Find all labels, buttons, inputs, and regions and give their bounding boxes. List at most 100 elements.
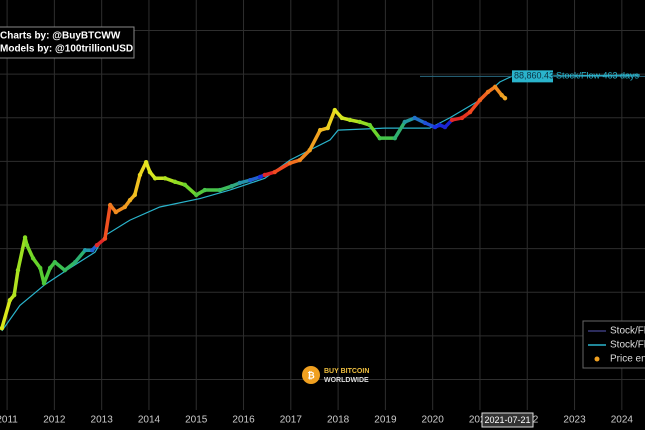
x-tick-label: 2023 xyxy=(563,415,586,426)
price-point xyxy=(307,148,312,153)
price-segment xyxy=(73,248,87,264)
price-point xyxy=(502,96,508,101)
price-segment xyxy=(16,235,27,272)
cursor-date-box xyxy=(481,412,534,428)
x-tick-label: 2015 xyxy=(185,415,208,426)
legend-label: Price en xyxy=(610,354,645,365)
price-segment xyxy=(272,161,292,174)
price-point xyxy=(432,124,438,130)
price-point xyxy=(272,169,277,175)
price-point xyxy=(132,192,137,198)
price-point xyxy=(7,297,13,303)
price-point xyxy=(262,172,268,178)
price-segment xyxy=(103,203,112,241)
price-point xyxy=(94,242,100,248)
logo-text: BUY BITCOIN xyxy=(324,368,369,375)
credit-text: Charts by: @BuyBTCWW xyxy=(0,31,121,42)
legend-swatch xyxy=(594,356,600,362)
price-point xyxy=(392,135,398,141)
x-tick-label: 2013 xyxy=(91,415,114,426)
price-point xyxy=(47,265,53,271)
price-point xyxy=(459,115,465,121)
price-segment xyxy=(393,120,407,140)
price-point xyxy=(339,115,345,121)
price-point xyxy=(347,117,353,123)
price-point xyxy=(102,236,108,241)
price-point xyxy=(152,176,158,181)
price-point xyxy=(402,119,407,125)
price-point xyxy=(325,125,330,131)
price-segment xyxy=(307,128,322,152)
logo-icon xyxy=(302,366,320,384)
logo-glyph: ₿ xyxy=(307,370,314,380)
price-point xyxy=(172,179,178,185)
x-tick-label: 2024 xyxy=(611,415,634,426)
price-point xyxy=(422,120,428,126)
price-point xyxy=(0,325,5,331)
cursor-date: 2021-07-21 xyxy=(484,415,530,425)
price-point xyxy=(202,187,207,193)
annotation-text: Stock/Flow 463 days xyxy=(556,71,640,81)
x-tick-label: 2018 xyxy=(327,415,350,426)
x-tick-label: 2016 xyxy=(232,415,255,426)
logo-text: WORLDWIDE xyxy=(324,377,369,384)
price-point xyxy=(24,242,30,248)
price-point xyxy=(467,109,473,115)
price-point xyxy=(147,169,153,175)
legend-label: Stock/Fl xyxy=(610,326,645,337)
price-point xyxy=(257,174,263,180)
price-point xyxy=(367,122,372,128)
price-point xyxy=(72,259,78,265)
price-segment xyxy=(42,266,52,286)
x-tick-label: 2017 xyxy=(280,415,303,426)
price-point xyxy=(247,178,253,183)
price-point xyxy=(449,117,455,123)
price-point xyxy=(90,248,95,253)
price-point xyxy=(127,197,133,203)
price-point xyxy=(22,235,28,240)
price-point xyxy=(237,180,242,186)
x-tick-label: 2019 xyxy=(374,415,397,426)
price-point xyxy=(122,204,128,210)
price-point xyxy=(162,176,168,181)
price-segment xyxy=(468,98,482,114)
price-point xyxy=(41,281,47,286)
price-point xyxy=(499,92,504,98)
price-point xyxy=(137,172,143,178)
price-point xyxy=(37,265,43,271)
price-segment xyxy=(325,108,337,130)
price-point xyxy=(52,259,58,265)
model-line xyxy=(1,74,640,332)
price-point xyxy=(442,124,448,130)
price-point xyxy=(377,135,382,141)
annotation-value: 88,860.43 xyxy=(514,71,554,81)
price-point xyxy=(11,292,17,298)
price-point xyxy=(317,127,323,133)
price-point xyxy=(492,84,498,90)
price-point xyxy=(30,256,36,261)
x-tick-label: 2011 xyxy=(0,415,18,426)
price-segment xyxy=(368,123,382,140)
price-point xyxy=(437,122,442,128)
legend: Stock/Fl Stock/Fl Price en xyxy=(588,326,645,365)
price-point xyxy=(217,187,223,193)
price-segment xyxy=(25,243,35,261)
price-point xyxy=(412,115,417,121)
x-tick-label: 2014 xyxy=(138,415,161,426)
credit-box xyxy=(0,26,135,59)
price-segment xyxy=(298,148,312,162)
price-point xyxy=(113,209,119,215)
x-tick-label: 2020 xyxy=(422,415,445,426)
overlay: Charts by: @BuyBTCWW Models by: @100tril… xyxy=(0,26,645,428)
price-point xyxy=(194,192,199,198)
x-tick-label: 2021 xyxy=(469,415,492,426)
price-point xyxy=(143,159,149,165)
price-point xyxy=(182,182,188,188)
price-segment xyxy=(133,173,142,197)
plot-area xyxy=(0,74,640,332)
price-point xyxy=(332,107,337,113)
credit-text: Models by: @100trillionUSD xyxy=(0,44,133,55)
